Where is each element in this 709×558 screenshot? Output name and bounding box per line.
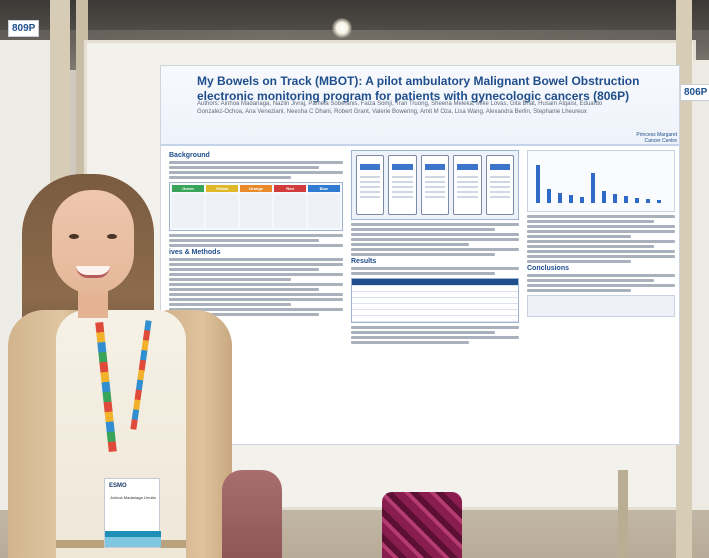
name-badge: ESMO Ainhoa Madariaga Urrutia	[104, 478, 161, 548]
section-title-methods: ives & Methods	[169, 249, 221, 256]
chart-bar	[624, 196, 628, 203]
section-title-background: Background	[169, 152, 210, 159]
alerts-text	[527, 215, 675, 263]
chart-bar	[547, 189, 551, 203]
badge-name: Ainhoa Madariaga Urrutia	[110, 495, 156, 500]
smile	[76, 266, 110, 278]
other-attendee-arm	[222, 470, 282, 558]
chart-bar	[591, 173, 595, 203]
triage-level-red: Red	[274, 185, 306, 192]
board-number-right: 806P	[680, 84, 709, 101]
triage-level-orange: Orange	[240, 185, 272, 192]
chart-bar	[558, 193, 562, 203]
background-text	[169, 161, 343, 179]
face	[52, 190, 134, 294]
section-title-results: Results	[351, 258, 377, 265]
results-text	[351, 267, 519, 275]
chart-bar	[635, 198, 639, 203]
poster-title: My Bowels on Track (MBOT): A pilot ambul…	[197, 74, 640, 103]
triage-level-yellow: Yellow	[206, 185, 238, 192]
chart-bar	[536, 165, 540, 203]
phone-screenshot	[388, 155, 417, 215]
characteristics-table	[351, 278, 519, 323]
board-post	[676, 0, 692, 558]
chart-bar	[602, 191, 606, 203]
poster-footer-references	[527, 295, 675, 317]
results-bar-chart	[527, 150, 675, 212]
app-screenshots	[351, 150, 519, 220]
eye	[69, 234, 79, 239]
research-poster: My Bowels on Track (MBOT): A pilot ambul…	[160, 65, 680, 445]
methods-text	[169, 258, 343, 316]
board-leg	[618, 470, 628, 558]
institution-logo: Princess Margaret Cancer Centre	[636, 132, 677, 144]
badge-footer	[105, 537, 161, 547]
triage-level-green: Green	[172, 185, 204, 192]
survey-text	[351, 326, 519, 344]
objective-text	[351, 223, 519, 256]
phone-screenshot	[453, 155, 482, 215]
presenter: ESMO Ainhoa Madariaga Urrutia	[8, 160, 238, 558]
ceiling-light	[332, 18, 352, 38]
board-number-left: 809P	[8, 20, 40, 37]
triage-grid: Green Yellow Orange Red Blue	[169, 182, 343, 231]
phone-screenshot	[420, 155, 450, 215]
eye	[107, 234, 117, 239]
badge-stripe	[105, 531, 161, 537]
phone-screenshot	[356, 155, 385, 215]
poster-column-right: Conclusions	[527, 150, 675, 442]
poster-authors: Authors: Ainhoa Madariaga, Nazlin Jivraj…	[197, 101, 603, 115]
chart-bar	[646, 199, 650, 203]
badge-brand: ESMO	[109, 483, 127, 489]
chart-bar	[580, 197, 584, 203]
poster-column-middle: Results	[351, 150, 519, 442]
poster-header: My Bowels on Track (MBOT): A pilot ambul…	[161, 66, 679, 146]
triage-level-blue: Blue	[308, 185, 340, 192]
phone-screenshot	[485, 155, 515, 215]
other-attendee-dress	[382, 492, 462, 558]
chart-bar	[613, 194, 617, 203]
chart-bar	[569, 195, 573, 203]
section-title-conclusions: Conclusions	[527, 265, 570, 272]
chart-bar	[657, 200, 661, 203]
education-text	[169, 234, 343, 247]
poster-column-left: Background Green Yellow Orange Red Blue ives…	[169, 150, 343, 442]
conclusions-text	[527, 274, 675, 292]
